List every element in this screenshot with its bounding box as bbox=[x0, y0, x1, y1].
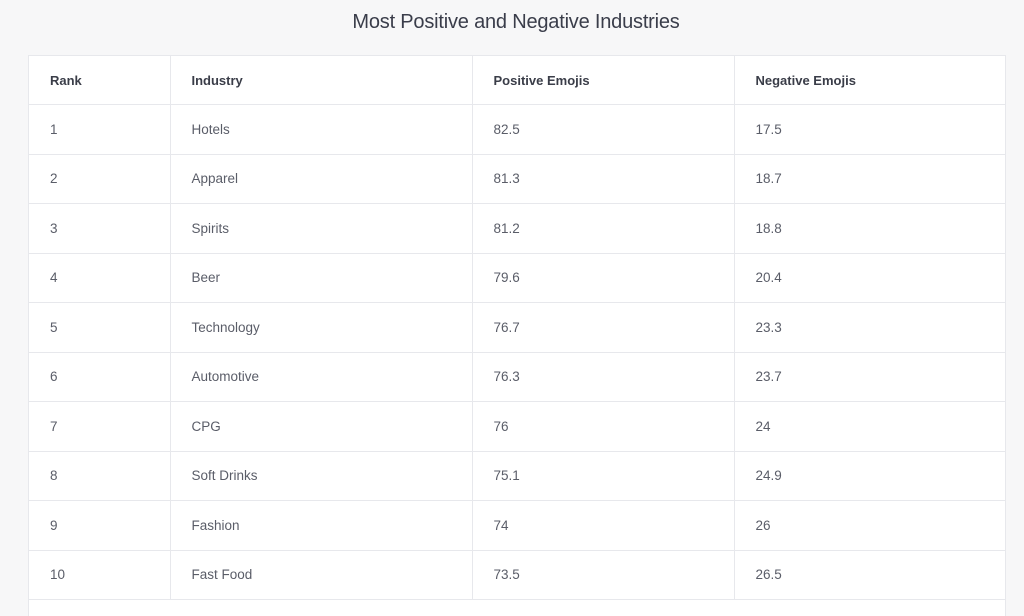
negative-emojis-cell: 17.5 bbox=[734, 104, 1005, 155]
table-row: 8 Soft Drinks 75.1 24.9 bbox=[29, 451, 1005, 501]
negative-emojis-cell: 18.8 bbox=[734, 203, 1005, 254]
rank-cell: 7 bbox=[29, 401, 171, 452]
table-row: 1 Hotels 82.5 17.5 bbox=[29, 104, 1005, 155]
rank-cell: 4 bbox=[29, 253, 171, 303]
industry-cell: Automotive bbox=[170, 352, 473, 402]
negative-emojis-cell: 20.4 bbox=[734, 253, 1005, 303]
industry-cell: Fast Food bbox=[170, 550, 473, 600]
negative-emojis-cell: 23.7 bbox=[734, 352, 1005, 402]
positive-emojis-cell: 76.3 bbox=[472, 352, 735, 402]
rank-cell: 10 bbox=[29, 550, 171, 600]
column-header-rank[interactable]: Rank bbox=[29, 56, 171, 105]
industry-cell: Spirits bbox=[170, 203, 473, 254]
table-row: 6 Automotive 76.3 23.7 bbox=[29, 352, 1005, 402]
table-row: 10 Fast Food 73.5 26.5 bbox=[29, 550, 1005, 600]
industry-cell: Soft Drinks bbox=[170, 451, 473, 501]
industry-cell: Hotels bbox=[170, 104, 473, 155]
industries-table: Rank Industry Positive Emojis Negative E… bbox=[29, 56, 1005, 600]
column-header-industry[interactable]: Industry bbox=[170, 56, 473, 105]
negative-emojis-cell: 26 bbox=[734, 500, 1005, 551]
industry-cell: Technology bbox=[170, 302, 473, 353]
rank-cell: 2 bbox=[29, 154, 171, 204]
industry-cell: Fashion bbox=[170, 500, 473, 551]
positive-emojis-cell: 81.2 bbox=[472, 203, 735, 254]
industry-cell: CPG bbox=[170, 401, 473, 452]
industry-cell: Beer bbox=[170, 253, 473, 303]
table-header-row: Rank Industry Positive Emojis Negative E… bbox=[29, 56, 1005, 105]
positive-emojis-cell: 74 bbox=[472, 500, 735, 551]
rank-cell: 9 bbox=[29, 500, 171, 551]
table-row: 5 Technology 76.7 23.3 bbox=[29, 302, 1005, 353]
table-row: 2 Apparel 81.3 18.7 bbox=[29, 154, 1005, 204]
rank-cell: 6 bbox=[29, 352, 171, 402]
rank-cell: 3 bbox=[29, 203, 171, 254]
positive-emojis-cell: 75.1 bbox=[472, 451, 735, 501]
rank-cell: 5 bbox=[29, 302, 171, 353]
table-row: 9 Fashion 74 26 bbox=[29, 500, 1005, 551]
industry-cell: Apparel bbox=[170, 154, 473, 204]
negative-emojis-cell: 18.7 bbox=[734, 154, 1005, 204]
positive-emojis-cell: 73.5 bbox=[472, 550, 735, 600]
positive-emojis-cell: 82.5 bbox=[472, 104, 735, 155]
industries-table-container: Rank Industry Positive Emojis Negative E… bbox=[28, 55, 1006, 616]
table-row: 4 Beer 79.6 20.4 bbox=[29, 253, 1005, 303]
negative-emojis-cell: 23.3 bbox=[734, 302, 1005, 353]
negative-emojis-cell: 24 bbox=[734, 401, 1005, 452]
page-title: Most Positive and Negative Industries bbox=[352, 11, 680, 33]
column-header-positive-emojis[interactable]: Positive Emojis bbox=[472, 56, 735, 105]
table-row: 3 Spirits 81.2 18.8 bbox=[29, 203, 1005, 254]
positive-emojis-cell: 81.3 bbox=[472, 154, 735, 204]
table-header: Rank Industry Positive Emojis Negative E… bbox=[29, 56, 1005, 105]
positive-emojis-cell: 76.7 bbox=[472, 302, 735, 353]
table-row: 7 CPG 76 24 bbox=[29, 401, 1005, 452]
table-body: 1 Hotels 82.5 17.5 2 Apparel 81.3 18.7 3 Spirits 8… bbox=[29, 104, 1005, 600]
negative-emojis-cell: 24.9 bbox=[734, 451, 1005, 501]
positive-emojis-cell: 76 bbox=[472, 401, 735, 452]
negative-emojis-cell: 26.5 bbox=[734, 550, 1005, 600]
column-header-negative-emojis[interactable]: Negative Emojis bbox=[734, 56, 1005, 105]
positive-emojis-cell: 79.6 bbox=[472, 253, 735, 303]
rank-cell: 8 bbox=[29, 451, 171, 501]
rank-cell: 1 bbox=[29, 104, 171, 155]
